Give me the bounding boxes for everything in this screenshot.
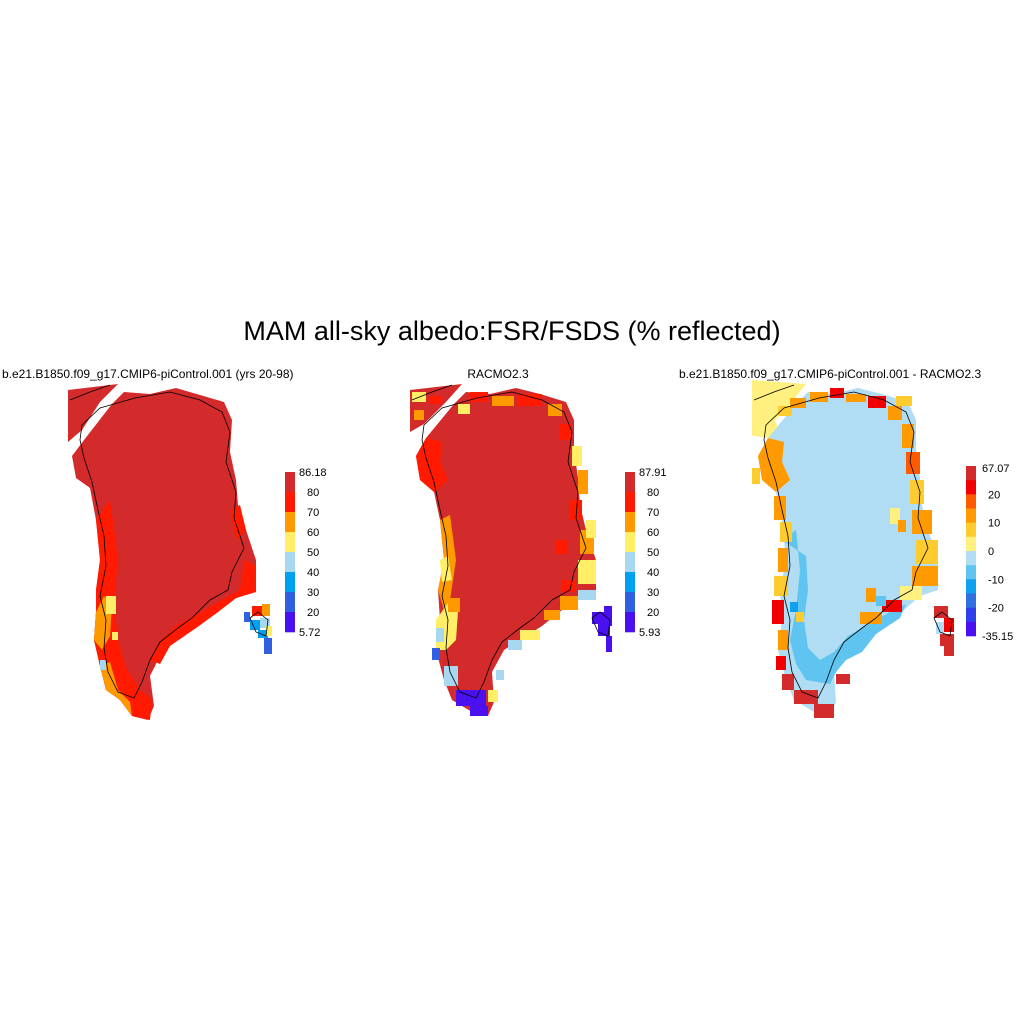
colorbar-swatch [285,592,295,613]
colorbar-swatch [966,494,976,509]
colorbar-swatch [966,522,976,538]
colorbar-tick-label: 80 [307,487,319,499]
colorbar-swatch [285,472,295,493]
map-panel-obs [410,384,612,716]
map-panel-model [68,384,272,720]
coastline-diff [753,384,953,699]
colorbar-tick-label: 40 [307,567,319,579]
colorbar-swatch [285,612,295,633]
colorbar-swatch [966,565,976,580]
colorbar-swatch [285,572,295,593]
albedo-field-model [68,384,272,720]
colorbar-max-label: 87.91 [639,467,667,479]
colorbar-diff: 67.07 20 10 0 -10 -20 -35.15 [966,463,1013,643]
panel-title-model: b.e21.B1850.f09_g17.CMIP6-piControl.001 … [2,367,294,381]
colorbar-swatch [625,592,635,613]
colorbar-tick-label: 50 [307,547,319,559]
colorbar-swatch [966,551,976,566]
albedo-field-obs [410,384,612,716]
colorbar-swatch [966,480,976,495]
colorbar-ticks: 20 10 0 -10 -20 [988,489,1004,614]
colorbar-tick-label: 70 [647,507,659,519]
colorbar-tick-label: 40 [647,567,659,579]
colorbar-swatches [966,466,976,637]
colorbar-tick-label: 20 [647,607,659,619]
colorbar-swatch [966,607,976,623]
colorbar-min-label: 5.93 [639,627,660,639]
colorbar-tick-label: 80 [647,487,659,499]
colorbar-tick-label: 30 [647,587,659,599]
colorbar-swatch [625,472,635,493]
colorbar-tick-label: 70 [307,507,319,519]
coastline-obs [411,384,611,699]
colorbar-tick-label: 10 [988,518,1000,530]
colorbar-swatch [966,593,976,608]
colorbar-tick-label: 20 [988,489,1000,501]
colorbar-ticks: 80 70 60 50 40 30 20 [307,487,319,619]
colorbar-swatch [285,512,295,533]
colorbar-max-label: 86.18 [299,467,327,479]
colorbar-swatch [285,532,295,553]
colorbar-swatch [625,612,635,633]
colorbar-swatch [966,508,976,523]
panel-title-obs: RACMO2.3 [467,367,529,381]
colorbar-tick-label: 50 [647,547,659,559]
colorbar-swatch [966,621,976,637]
colorbar-tick-label: -10 [988,574,1004,586]
figure-title: MAM all-sky albedo:FSR/FSDS (% reflected… [243,316,781,346]
albedo-field-diff [752,380,954,718]
colorbar-min-label: 5.72 [299,627,320,639]
map-panel-diff [752,380,954,718]
colorbar-tick-label: 0 [988,546,994,558]
colorbar-min-label: -35.15 [982,631,1013,643]
coastline-model [69,384,269,699]
colorbar-tick-label: 60 [647,527,659,539]
colorbar-swatch [625,532,635,553]
colorbar-swatches [625,472,635,633]
colorbar-swatches [285,472,295,633]
colorbar-swatch [625,492,635,513]
colorbar-tick-label: 30 [307,587,319,599]
colorbar-swatch [625,572,635,593]
colorbar-swatch [285,492,295,513]
panel-title-diff: b.e21.B1850.f09_g17.CMIP6-piControl.001 … [679,367,982,381]
colorbar-swatch [966,536,976,552]
colorbar-tick-label: 20 [307,607,319,619]
colorbar-tick-label: 60 [307,527,319,539]
colorbar-model: 86.18 80 70 60 50 40 30 20 5.72 [285,467,327,639]
colorbar-swatch [966,579,976,594]
colorbar-tick-label: -20 [988,603,1004,615]
colorbar-swatch [966,466,976,481]
colorbar-swatch [625,512,635,533]
colorbar-max-label: 67.07 [982,463,1010,475]
map-figure: 86.18 80 70 60 50 40 30 20 5.72 87.91 80 70 60 50… [68,380,1013,720]
colorbar-obs: 87.91 80 70 60 50 40 30 20 5.93 [625,467,667,639]
colorbar-ticks: 80 70 60 50 40 30 20 [647,487,659,619]
colorbar-swatch [625,552,635,573]
colorbar-swatch [285,552,295,573]
